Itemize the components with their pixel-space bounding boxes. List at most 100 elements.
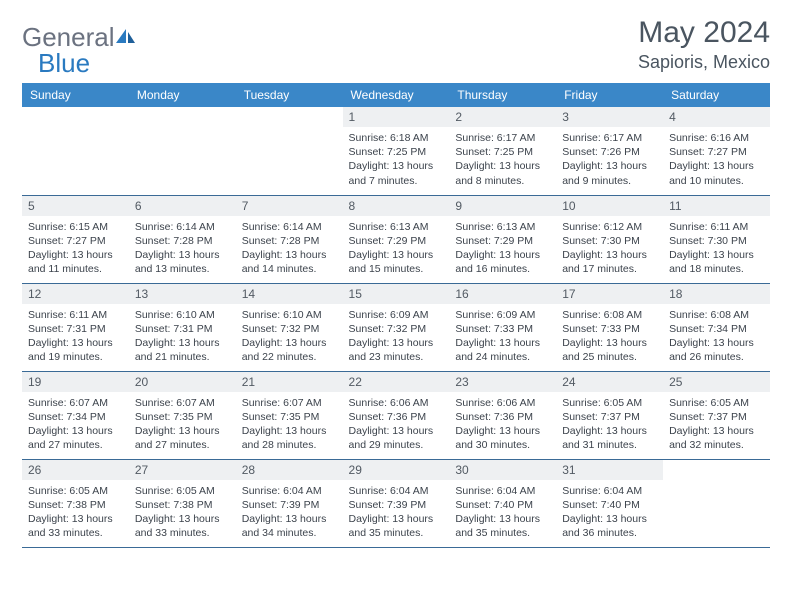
day-number: 23 (449, 372, 556, 392)
day-content: Sunrise: 6:05 AMSunset: 7:37 PMDaylight:… (663, 392, 770, 459)
day-number: 9 (449, 196, 556, 216)
day-number: 25 (663, 372, 770, 392)
location: Sapioris, Mexico (638, 52, 770, 73)
calendar-cell: 6Sunrise: 6:14 AMSunset: 7:28 PMDaylight… (129, 195, 236, 283)
day-number: 10 (556, 196, 663, 216)
day-content: Sunrise: 6:10 AMSunset: 7:31 PMDaylight:… (129, 304, 236, 371)
weekday-header: Monday (129, 83, 236, 107)
calendar-week-row: 12Sunrise: 6:11 AMSunset: 7:31 PMDayligh… (22, 283, 770, 371)
calendar-cell: 16Sunrise: 6:09 AMSunset: 7:33 PMDayligh… (449, 283, 556, 371)
day-number: 3 (556, 107, 663, 127)
day-content: Sunrise: 6:17 AMSunset: 7:25 PMDaylight:… (449, 127, 556, 194)
day-number: 12 (22, 284, 129, 304)
logo-text-blue-wrap: Blue (36, 48, 90, 79)
logo-text-blue: Blue (38, 48, 90, 78)
day-number: 8 (343, 196, 450, 216)
calendar-cell: 17Sunrise: 6:08 AMSunset: 7:33 PMDayligh… (556, 283, 663, 371)
day-number: 30 (449, 460, 556, 480)
calendar-cell: 10Sunrise: 6:12 AMSunset: 7:30 PMDayligh… (556, 195, 663, 283)
weekday-header: Wednesday (343, 83, 450, 107)
weekday-header: Sunday (22, 83, 129, 107)
day-content: Sunrise: 6:05 AMSunset: 7:37 PMDaylight:… (556, 392, 663, 459)
day-number: 31 (556, 460, 663, 480)
calendar-cell: 5Sunrise: 6:15 AMSunset: 7:27 PMDaylight… (22, 195, 129, 283)
calendar-cell (663, 459, 770, 547)
day-content: Sunrise: 6:11 AMSunset: 7:30 PMDaylight:… (663, 216, 770, 283)
calendar-cell: 27Sunrise: 6:05 AMSunset: 7:38 PMDayligh… (129, 459, 236, 547)
day-number: 28 (236, 460, 343, 480)
day-content: Sunrise: 6:13 AMSunset: 7:29 PMDaylight:… (343, 216, 450, 283)
calendar-cell: 4Sunrise: 6:16 AMSunset: 7:27 PMDaylight… (663, 107, 770, 195)
day-content: Sunrise: 6:17 AMSunset: 7:26 PMDaylight:… (556, 127, 663, 194)
day-number: 22 (343, 372, 450, 392)
day-number: 1 (343, 107, 450, 127)
day-content: Sunrise: 6:11 AMSunset: 7:31 PMDaylight:… (22, 304, 129, 371)
day-content: Sunrise: 6:16 AMSunset: 7:27 PMDaylight:… (663, 127, 770, 194)
day-number: 26 (22, 460, 129, 480)
day-number: 16 (449, 284, 556, 304)
calendar-cell: 11Sunrise: 6:11 AMSunset: 7:30 PMDayligh… (663, 195, 770, 283)
day-content: Sunrise: 6:14 AMSunset: 7:28 PMDaylight:… (236, 216, 343, 283)
calendar-cell: 23Sunrise: 6:06 AMSunset: 7:36 PMDayligh… (449, 371, 556, 459)
calendar-cell: 20Sunrise: 6:07 AMSunset: 7:35 PMDayligh… (129, 371, 236, 459)
calendar-page: General May 2024 Sapioris, Mexico Blue S… (0, 0, 792, 564)
day-number: 18 (663, 284, 770, 304)
day-number: 27 (129, 460, 236, 480)
title-block: May 2024 Sapioris, Mexico (638, 16, 770, 73)
calendar-cell: 14Sunrise: 6:10 AMSunset: 7:32 PMDayligh… (236, 283, 343, 371)
calendar-cell: 15Sunrise: 6:09 AMSunset: 7:32 PMDayligh… (343, 283, 450, 371)
calendar-cell: 21Sunrise: 6:07 AMSunset: 7:35 PMDayligh… (236, 371, 343, 459)
day-content: Sunrise: 6:07 AMSunset: 7:35 PMDaylight:… (236, 392, 343, 459)
weekday-header: Friday (556, 83, 663, 107)
day-number: 19 (22, 372, 129, 392)
calendar-cell (22, 107, 129, 195)
calendar-week-row: 1Sunrise: 6:18 AMSunset: 7:25 PMDaylight… (22, 107, 770, 195)
day-content: Sunrise: 6:08 AMSunset: 7:34 PMDaylight:… (663, 304, 770, 371)
calendar-table: SundayMondayTuesdayWednesdayThursdayFrid… (22, 83, 770, 548)
day-content: Sunrise: 6:12 AMSunset: 7:30 PMDaylight:… (556, 216, 663, 283)
calendar-cell: 8Sunrise: 6:13 AMSunset: 7:29 PMDaylight… (343, 195, 450, 283)
calendar-cell: 28Sunrise: 6:04 AMSunset: 7:39 PMDayligh… (236, 459, 343, 547)
calendar-cell: 29Sunrise: 6:04 AMSunset: 7:39 PMDayligh… (343, 459, 450, 547)
weekday-row: SundayMondayTuesdayWednesdayThursdayFrid… (22, 83, 770, 107)
calendar-cell (236, 107, 343, 195)
calendar-cell: 12Sunrise: 6:11 AMSunset: 7:31 PMDayligh… (22, 283, 129, 371)
day-content: Sunrise: 6:04 AMSunset: 7:39 PMDaylight:… (236, 480, 343, 547)
calendar-cell: 31Sunrise: 6:04 AMSunset: 7:40 PMDayligh… (556, 459, 663, 547)
day-number: 13 (129, 284, 236, 304)
calendar-cell: 26Sunrise: 6:05 AMSunset: 7:38 PMDayligh… (22, 459, 129, 547)
calendar-cell: 3Sunrise: 6:17 AMSunset: 7:26 PMDaylight… (556, 107, 663, 195)
weekday-header: Tuesday (236, 83, 343, 107)
calendar-week-row: 26Sunrise: 6:05 AMSunset: 7:38 PMDayligh… (22, 459, 770, 547)
day-content: Sunrise: 6:04 AMSunset: 7:39 PMDaylight:… (343, 480, 450, 547)
calendar-cell: 2Sunrise: 6:17 AMSunset: 7:25 PMDaylight… (449, 107, 556, 195)
calendar-cell: 9Sunrise: 6:13 AMSunset: 7:29 PMDaylight… (449, 195, 556, 283)
day-content: Sunrise: 6:18 AMSunset: 7:25 PMDaylight:… (343, 127, 450, 194)
day-content: Sunrise: 6:09 AMSunset: 7:33 PMDaylight:… (449, 304, 556, 371)
day-number: 2 (449, 107, 556, 127)
day-content: Sunrise: 6:04 AMSunset: 7:40 PMDaylight:… (556, 480, 663, 547)
day-number: 7 (236, 196, 343, 216)
day-number: 29 (343, 460, 450, 480)
day-number: 4 (663, 107, 770, 127)
day-content: Sunrise: 6:06 AMSunset: 7:36 PMDaylight:… (343, 392, 450, 459)
day-content: Sunrise: 6:05 AMSunset: 7:38 PMDaylight:… (22, 480, 129, 547)
calendar-cell: 25Sunrise: 6:05 AMSunset: 7:37 PMDayligh… (663, 371, 770, 459)
calendar-cell (129, 107, 236, 195)
calendar-cell: 7Sunrise: 6:14 AMSunset: 7:28 PMDaylight… (236, 195, 343, 283)
calendar-cell: 22Sunrise: 6:06 AMSunset: 7:36 PMDayligh… (343, 371, 450, 459)
calendar-cell: 24Sunrise: 6:05 AMSunset: 7:37 PMDayligh… (556, 371, 663, 459)
day-number: 11 (663, 196, 770, 216)
sail-icon (115, 27, 137, 50)
weekday-header: Thursday (449, 83, 556, 107)
day-number: 21 (236, 372, 343, 392)
day-number: 15 (343, 284, 450, 304)
day-number: 17 (556, 284, 663, 304)
weekday-header: Saturday (663, 83, 770, 107)
calendar-cell: 13Sunrise: 6:10 AMSunset: 7:31 PMDayligh… (129, 283, 236, 371)
calendar-head: SundayMondayTuesdayWednesdayThursdayFrid… (22, 83, 770, 107)
day-content: Sunrise: 6:05 AMSunset: 7:38 PMDaylight:… (129, 480, 236, 547)
calendar-cell: 30Sunrise: 6:04 AMSunset: 7:40 PMDayligh… (449, 459, 556, 547)
day-number: 5 (22, 196, 129, 216)
day-content: Sunrise: 6:09 AMSunset: 7:32 PMDaylight:… (343, 304, 450, 371)
